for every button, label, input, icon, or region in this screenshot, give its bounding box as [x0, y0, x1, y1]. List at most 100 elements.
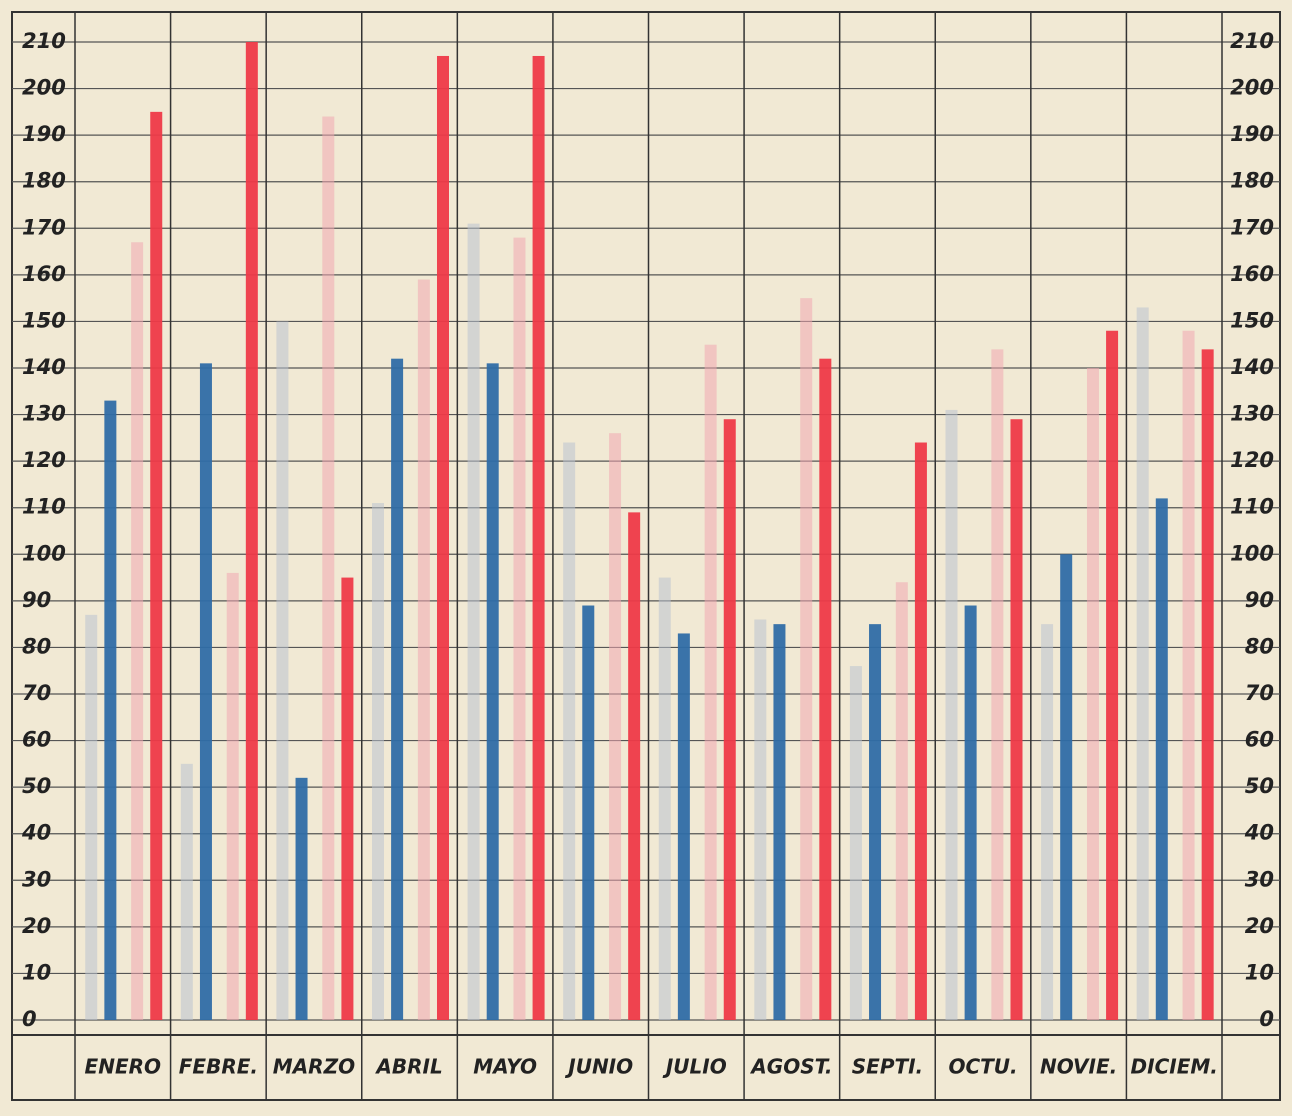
y-tick-label: 70 [22, 681, 51, 705]
bar [869, 624, 882, 1020]
bar [1182, 330, 1195, 1020]
y-tick-label: 210 [22, 29, 66, 53]
y-tick-label: 110 [22, 495, 66, 519]
y-tick-label: 190 [22, 122, 66, 146]
y-tick-label-right: 50 [1245, 774, 1274, 798]
bar [276, 321, 289, 1020]
y-tick-label: 160 [22, 262, 66, 286]
y-tick-label: 140 [22, 355, 66, 379]
bar [104, 400, 117, 1021]
y-tick-label-right: 170 [1230, 215, 1274, 239]
bar [895, 582, 908, 1020]
bar [677, 633, 690, 1020]
x-tick-label: OCTU. [948, 1055, 1017, 1079]
bar [131, 242, 144, 1020]
y-tick-label-right: 120 [1230, 448, 1274, 472]
bar [754, 619, 767, 1020]
y-tick-label: 180 [22, 169, 66, 193]
bar [964, 605, 977, 1020]
y-tick-label-right: 70 [1245, 681, 1274, 705]
y-tick-label: 90 [22, 588, 51, 612]
bar [295, 777, 308, 1020]
y-tick-label: 200 [22, 76, 66, 100]
bar [1155, 498, 1168, 1020]
bar [486, 363, 499, 1020]
y-tick-label: 100 [22, 541, 66, 565]
y-tick-label-right: 40 [1244, 821, 1274, 845]
bar [245, 42, 258, 1020]
bar [226, 572, 239, 1020]
x-tick-label: ABRIL [374, 1055, 442, 1079]
bar [180, 763, 193, 1020]
y-tick-label-right: 60 [1245, 728, 1274, 752]
bar [1060, 554, 1073, 1020]
x-tick-label: DICIEM. [1131, 1055, 1218, 1079]
bar [1201, 349, 1214, 1020]
bar [1041, 624, 1054, 1020]
y-tick-label: 150 [22, 308, 66, 332]
y-tick-label: 20 [22, 914, 51, 938]
bar [532, 55, 545, 1020]
x-tick-label: ENERO [85, 1055, 161, 1079]
bar [1106, 330, 1119, 1020]
bar [1086, 368, 1099, 1020]
bar [723, 419, 736, 1020]
y-tick-label: 170 [22, 215, 66, 239]
bar [371, 503, 384, 1020]
bar [85, 614, 98, 1020]
y-tick-label: 80 [22, 634, 51, 658]
bar [582, 605, 595, 1020]
y-tick-label-right: 10 [1245, 960, 1274, 984]
x-tick-label: AGOST. [749, 1055, 832, 1079]
bar [1136, 307, 1149, 1020]
x-tick-label: SEPTI. [852, 1055, 923, 1079]
y-tick-label: 40 [21, 821, 51, 845]
bar [628, 512, 641, 1020]
y-tick-label-right: 100 [1230, 541, 1274, 565]
y-tick-label-right: 180 [1230, 169, 1274, 193]
bar [609, 433, 622, 1020]
y-tick-label-right: 80 [1245, 634, 1274, 658]
bar [417, 279, 430, 1020]
bar [199, 363, 212, 1020]
bar [341, 577, 354, 1020]
bar [658, 577, 671, 1020]
y-tick-label: 130 [22, 402, 66, 426]
x-tick-label: MAYO [473, 1055, 537, 1079]
x-tick-label: JUNIO [564, 1055, 633, 1079]
bar [800, 298, 813, 1021]
y-tick-label-right: 30 [1245, 867, 1274, 891]
y-tick-label-right: 210 [1230, 29, 1274, 53]
bar [467, 223, 480, 1021]
y-tick-label: 30 [22, 867, 51, 891]
y-tick-label-right: 90 [1245, 588, 1274, 612]
y-tick-label-right: 200 [1230, 76, 1274, 100]
bar [563, 442, 576, 1020]
x-tick-label: MARZO [273, 1055, 355, 1079]
y-tick-label: 50 [22, 774, 51, 798]
x-tick-label: FEBRE. [179, 1055, 258, 1079]
bar [436, 55, 449, 1020]
bar [914, 442, 927, 1020]
y-tick-label-right: 130 [1230, 402, 1274, 426]
bar [513, 237, 526, 1021]
bar [773, 624, 786, 1020]
y-tick-label-right: 0 [1259, 1007, 1274, 1031]
bar [819, 358, 832, 1021]
bar [1010, 419, 1023, 1020]
y-tick-label: 60 [22, 728, 51, 752]
bar [991, 349, 1004, 1020]
y-tick-label-right: 140 [1230, 355, 1274, 379]
frame [11, 11, 1281, 1101]
bar [391, 358, 404, 1021]
bar [150, 111, 163, 1021]
y-tick-label-right: 20 [1245, 914, 1274, 938]
x-tick-label: NOVIE. [1040, 1055, 1117, 1079]
y-tick-label-right: 110 [1230, 495, 1274, 519]
y-tick-label: 10 [22, 960, 51, 984]
y-tick-label-right: 150 [1230, 308, 1274, 332]
bar [945, 409, 958, 1020]
y-tick-label: 0 [22, 1007, 37, 1031]
